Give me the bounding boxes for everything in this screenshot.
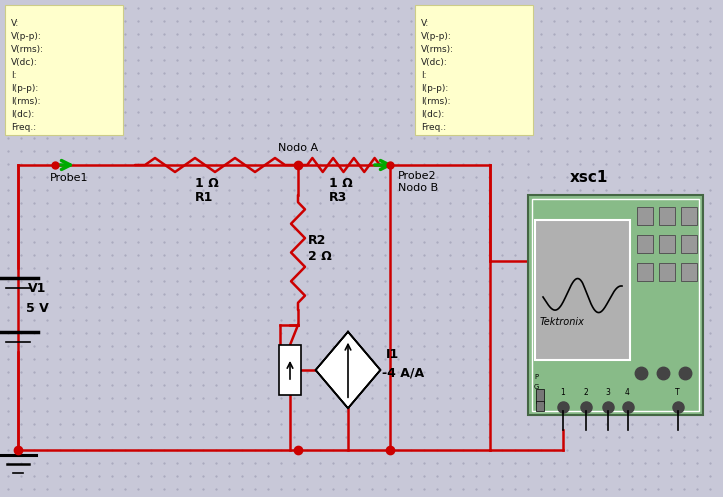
- Polygon shape: [316, 332, 380, 408]
- Text: 5 V: 5 V: [26, 302, 48, 315]
- Text: I1: I1: [385, 348, 398, 361]
- Text: I:: I:: [421, 71, 427, 80]
- Bar: [659, 207, 675, 225]
- Bar: [536, 401, 544, 411]
- Text: Probe1: Probe1: [50, 173, 88, 183]
- Text: Freq.:: Freq.:: [11, 123, 36, 132]
- Text: 2: 2: [583, 388, 588, 397]
- Text: I(p-p):: I(p-p):: [11, 84, 38, 93]
- Text: R1: R1: [195, 191, 213, 204]
- Text: Tektronix: Tektronix: [540, 317, 585, 327]
- Bar: [681, 263, 697, 281]
- Bar: [681, 235, 697, 253]
- Bar: [535, 220, 630, 360]
- Bar: [415, 5, 533, 135]
- Text: I(dc):: I(dc):: [421, 110, 444, 119]
- Text: V(dc):: V(dc):: [421, 58, 448, 67]
- Text: V:: V:: [11, 19, 20, 28]
- Text: V(rms):: V(rms):: [11, 45, 44, 54]
- Bar: [637, 235, 653, 253]
- Text: R3: R3: [329, 191, 347, 204]
- Text: xsc1: xsc1: [570, 170, 608, 185]
- Text: -4 A/A: -4 A/A: [382, 366, 424, 379]
- Text: 1: 1: [560, 388, 565, 397]
- Text: I(dc):: I(dc):: [11, 110, 34, 119]
- Bar: [637, 263, 653, 281]
- Text: I(rms):: I(rms):: [421, 97, 450, 106]
- Text: V(rms):: V(rms):: [421, 45, 454, 54]
- Bar: [681, 207, 697, 225]
- Text: Probe2: Probe2: [398, 171, 437, 181]
- Text: V(p-p):: V(p-p):: [11, 32, 42, 41]
- Bar: [532, 199, 699, 411]
- Text: G: G: [534, 384, 539, 390]
- Bar: [279, 345, 301, 395]
- Text: I:: I:: [11, 71, 17, 80]
- Text: T: T: [675, 388, 680, 397]
- Bar: [528, 195, 703, 415]
- Text: 3: 3: [605, 388, 610, 397]
- Text: I(rms):: I(rms):: [11, 97, 40, 106]
- Text: Freq.:: Freq.:: [421, 123, 446, 132]
- Bar: [637, 207, 653, 225]
- Text: 1 Ω: 1 Ω: [329, 177, 353, 190]
- Text: V1: V1: [28, 282, 46, 295]
- Text: I(p-p):: I(p-p):: [421, 84, 448, 93]
- Text: P: P: [534, 374, 538, 380]
- Text: V:: V:: [421, 19, 429, 28]
- Text: 4: 4: [625, 388, 630, 397]
- Text: 1 Ω: 1 Ω: [195, 177, 219, 190]
- Bar: [5, 5, 123, 135]
- Bar: [536, 389, 544, 403]
- Bar: [659, 263, 675, 281]
- Text: Nodo A: Nodo A: [278, 143, 318, 153]
- Text: R2: R2: [308, 234, 326, 247]
- Text: V(dc):: V(dc):: [11, 58, 38, 67]
- Bar: [659, 235, 675, 253]
- Text: V(p-p):: V(p-p):: [421, 32, 452, 41]
- Text: 2 Ω: 2 Ω: [308, 250, 332, 263]
- Text: Nodo B: Nodo B: [398, 183, 438, 193]
